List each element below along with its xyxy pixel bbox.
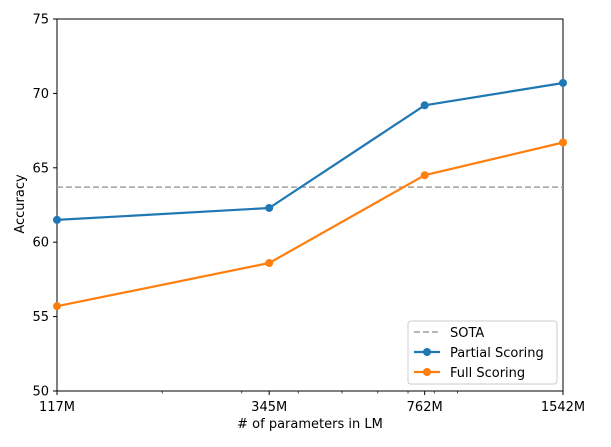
- data-point: [265, 203, 274, 212]
- data-point: [53, 302, 61, 311]
- y-tick-label: 60: [32, 236, 49, 251]
- legend-label: Full Scoring: [450, 366, 525, 381]
- y-tick-label: 50: [32, 385, 49, 400]
- series-line-partial-scoring: [56, 81, 564, 221]
- series-line-full-scoring: [56, 141, 564, 308]
- legend-label: Partial Scoring: [450, 346, 544, 361]
- plot-area: 50 55 60 65 70 75 117M 345M 762M 1542M SOTA Partial…: [32, 13, 585, 416]
- legend-label: SOTA: [450, 326, 484, 341]
- x-tick-label: 345M: [251, 400, 287, 415]
- y-tick-label: 65: [32, 161, 49, 176]
- x-tick-label: 117M: [39, 400, 75, 415]
- data-point: [559, 78, 567, 87]
- x-axis-label: # of parameters in LM: [237, 417, 383, 432]
- data-point: [420, 171, 429, 180]
- legend-box: [407, 320, 558, 385]
- data-point: [420, 101, 429, 110]
- plot-frame: [56, 18, 564, 392]
- y-tick-label: 70: [32, 87, 49, 102]
- data-point: [559, 138, 567, 147]
- legend-series-marker: [423, 368, 431, 376]
- x-tick-label: 762M: [407, 400, 443, 415]
- legend: SOTA Partial Scoring Full Scoring: [407, 320, 558, 385]
- data-point: [53, 215, 61, 224]
- legend-series-marker: [423, 348, 431, 356]
- y-axis-label: Accuracy: [13, 174, 28, 234]
- x-tick-label: 1542M: [541, 400, 585, 415]
- data-point: [265, 259, 274, 268]
- y-tick-label: 75: [32, 13, 49, 28]
- y-tick-label: 55: [32, 310, 49, 325]
